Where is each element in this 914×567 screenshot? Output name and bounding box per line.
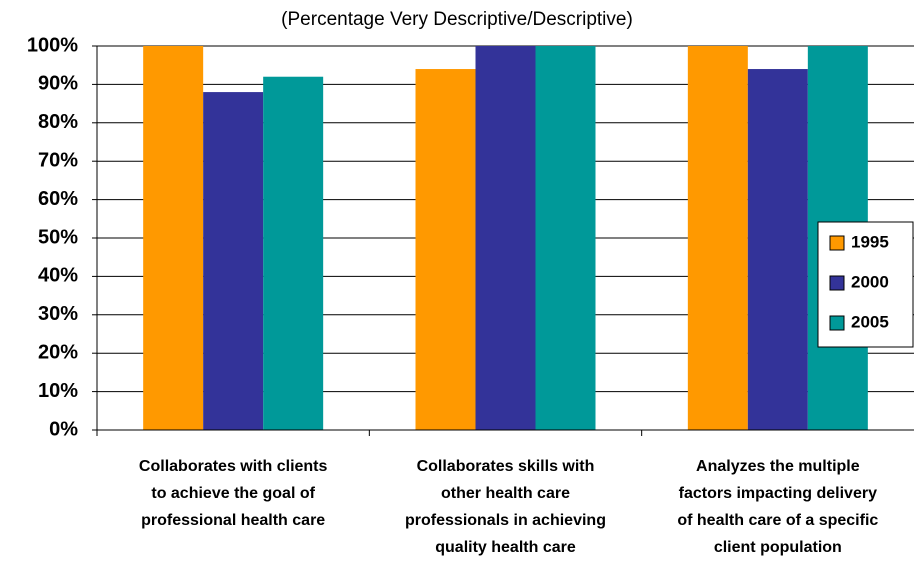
- bar: [263, 76, 324, 430]
- legend-swatch: [829, 275, 845, 291]
- bar: [475, 46, 536, 430]
- x-tick-label: professionals in achieving: [405, 512, 606, 529]
- x-tick-label: other health care: [441, 485, 570, 502]
- x-tick-label: quality health care: [435, 539, 576, 556]
- legend-label: 2000: [851, 272, 889, 291]
- y-tick-label: 80%: [38, 111, 78, 133]
- y-tick-label: 0%: [49, 418, 78, 440]
- x-tick-label: client population: [714, 539, 842, 556]
- bar: [687, 46, 748, 430]
- bar: [415, 69, 476, 430]
- x-tick-label: of health care of a specific: [677, 512, 878, 529]
- x-tick-label: to achieve the goal of: [151, 485, 315, 502]
- x-tick-label: Collaborates skills with: [417, 458, 595, 475]
- legend-swatch: [829, 315, 845, 331]
- legend-label: 2005: [851, 312, 889, 331]
- y-tick-label: 30%: [38, 303, 78, 325]
- x-tick-label: Collaborates with clients: [139, 458, 328, 475]
- y-tick-label: 60%: [38, 188, 78, 210]
- y-tick-label: 20%: [38, 341, 78, 363]
- x-tick-label: factors impacting delivery: [679, 485, 877, 502]
- bar: [747, 69, 808, 430]
- y-tick-label: 50%: [38, 226, 78, 248]
- x-tick-label: Analyzes the multiple: [696, 458, 860, 475]
- y-tick-label: 100%: [27, 34, 78, 56]
- legend-label: 1995: [851, 232, 889, 251]
- bar: [203, 92, 264, 430]
- bar: [143, 46, 204, 430]
- bar: [535, 46, 596, 430]
- y-tick-label: 40%: [38, 265, 78, 287]
- x-tick-label: professional health care: [141, 512, 325, 529]
- legend-swatch: [829, 235, 845, 251]
- y-tick-label: 10%: [38, 380, 78, 402]
- y-tick-label: 90%: [38, 73, 78, 95]
- chart-subtitle: (Percentage Very Descriptive/Descriptive…: [281, 9, 633, 30]
- y-tick-label: 70%: [38, 149, 78, 171]
